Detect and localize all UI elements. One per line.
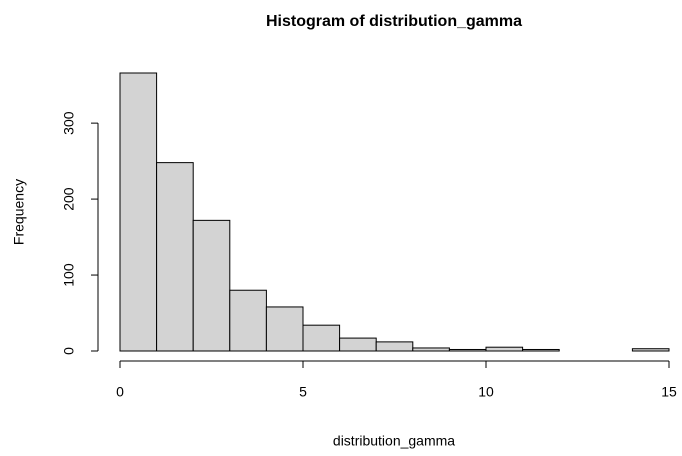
bar bbox=[192, 219, 231, 352]
x-tick-label: 5 bbox=[299, 384, 307, 400]
bar bbox=[156, 162, 194, 352]
x-tick-label: 0 bbox=[116, 384, 124, 400]
x-tick-label: 10 bbox=[478, 384, 494, 400]
bar bbox=[412, 347, 450, 352]
y-tick-label: 300 bbox=[61, 111, 77, 135]
bar bbox=[375, 341, 414, 352]
bar bbox=[522, 348, 560, 352]
y-tick-label: 100 bbox=[61, 263, 77, 287]
bar bbox=[448, 348, 487, 352]
bar bbox=[302, 324, 341, 352]
y-tick-label: 200 bbox=[61, 187, 77, 211]
y-tick-label: 0 bbox=[61, 347, 77, 355]
chart-title: Histogram of distribution_gamma bbox=[266, 13, 522, 30]
y-axis-label: Frequency bbox=[11, 179, 27, 245]
bar bbox=[339, 337, 377, 352]
bar bbox=[631, 348, 670, 352]
x-tick-label: 15 bbox=[661, 384, 677, 400]
x-axis-label: distribution_gamma bbox=[333, 433, 455, 449]
bar bbox=[265, 306, 304, 352]
bar bbox=[485, 346, 524, 352]
bar bbox=[119, 72, 158, 352]
bar bbox=[229, 289, 267, 352]
